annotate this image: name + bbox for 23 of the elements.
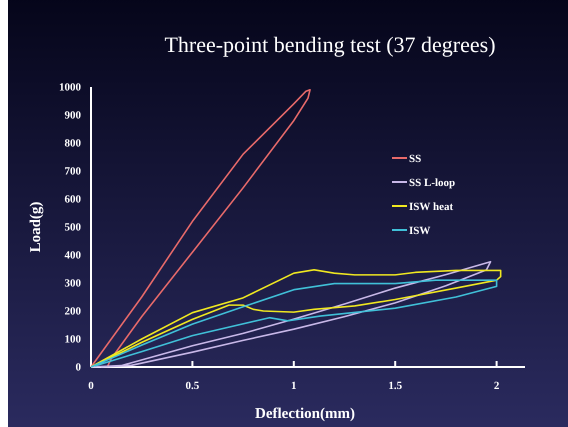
x-tick-label: 1 bbox=[291, 380, 297, 392]
x-tick-label: 0.5 bbox=[186, 380, 200, 392]
legend-label: ISW heat bbox=[409, 201, 454, 213]
y-tick-label: 200 bbox=[64, 306, 82, 318]
x-axis-title: Deflection(mm) bbox=[255, 406, 355, 422]
x-tick-label: 2 bbox=[494, 380, 500, 392]
chart-title: Three-point bending test (37 degrees) bbox=[164, 32, 496, 57]
y-tick-label: 100 bbox=[64, 334, 82, 346]
y-tick-label: 700 bbox=[64, 166, 82, 178]
x-tick-label: 1.5 bbox=[388, 380, 403, 392]
legend-label: SS bbox=[409, 153, 422, 165]
y-tick-label: 600 bbox=[64, 194, 82, 206]
legend-label: SS L-loop bbox=[409, 177, 456, 189]
y-axis-title: Load(g) bbox=[28, 202, 44, 252]
y-tick-label: 400 bbox=[64, 250, 82, 262]
y-tick-label: 300 bbox=[64, 278, 82, 290]
x-tick-label: 0 bbox=[88, 380, 94, 392]
y-tick-label: 900 bbox=[64, 110, 82, 122]
y-tick-label: 500 bbox=[64, 222, 82, 234]
y-tick-label: 0 bbox=[76, 362, 82, 374]
y-tick-label: 1000 bbox=[59, 82, 82, 94]
y-tick-label: 800 bbox=[64, 138, 82, 150]
legend-label: ISW bbox=[409, 225, 430, 237]
